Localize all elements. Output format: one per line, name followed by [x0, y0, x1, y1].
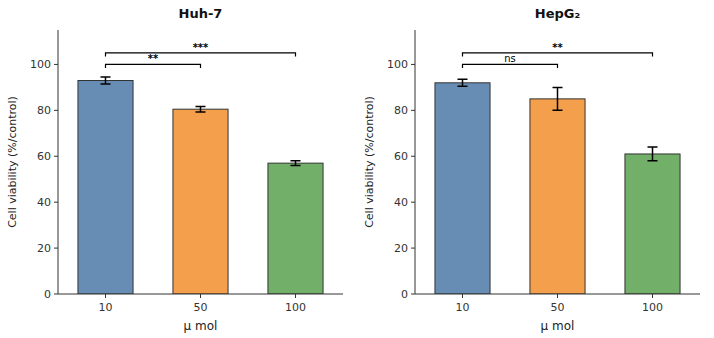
title: Huh-7: [179, 6, 223, 21]
bar: [530, 99, 585, 294]
error-bar: [291, 161, 301, 166]
significance-label: ***: [193, 42, 209, 53]
y-tick-label: 0: [44, 288, 51, 301]
error-bar: [458, 79, 468, 86]
y-tick-label: 20: [37, 242, 51, 255]
figure: 0204060801001050100Cell viability (%/con…: [0, 0, 714, 338]
x-tick-label: 100: [642, 301, 663, 314]
significance-bracket: [106, 53, 296, 56]
y-tick: [411, 156, 415, 157]
x-tick: [105, 294, 106, 298]
x-tick: [557, 294, 558, 298]
x-tick-label: 10: [456, 301, 470, 314]
y-tick-label: 0: [401, 288, 408, 301]
bar: [78, 81, 133, 294]
x-axis-label: μ mol: [541, 319, 575, 333]
x-tick: [200, 294, 201, 298]
page: {"chart_data": [ {"type": "bar", "title"…: [0, 0, 714, 338]
x-tick: [295, 294, 296, 298]
title: HepG₂: [535, 6, 580, 21]
bar: [625, 154, 680, 294]
y-tick-label: 60: [37, 150, 51, 163]
x-tick-label: 100: [285, 301, 306, 314]
y-axis-label: Cell viability (%/control): [6, 96, 19, 228]
bar: [435, 83, 490, 294]
y-tick: [54, 248, 58, 249]
x-tick: [652, 294, 653, 298]
y-tick: [411, 248, 415, 249]
y-tick-label: 80: [394, 104, 408, 117]
y-tick-label: 60: [394, 150, 408, 163]
bar: [173, 109, 228, 294]
error-bar: [648, 147, 658, 161]
x-tick: [462, 294, 463, 298]
y-tick: [54, 64, 58, 65]
y-tick-label: 40: [394, 196, 408, 209]
significance-label: ns: [504, 53, 516, 64]
bars: [435, 79, 680, 294]
panel: 0 20 40 60 80 100 10 50 100 Cell viability (%/con…: [363, 6, 700, 333]
y-tick: [54, 202, 58, 203]
y-tick-label: 100: [30, 58, 51, 71]
x-tick-label: 50: [551, 301, 565, 314]
y-axis-label: Cell viability (%/control): [363, 96, 376, 228]
significance-label: **: [148, 53, 159, 64]
y-tick-label: 20: [394, 242, 408, 255]
panel: 0 20 40 60 80 100 10 50 100 Cell viability (%/con…: [6, 6, 343, 333]
error-bar: [553, 87, 563, 110]
y-tick-label: 80: [37, 104, 51, 117]
bar: [268, 163, 323, 294]
y-tick: [411, 64, 415, 65]
significance-bracket: [106, 64, 201, 67]
y-axis: [58, 30, 59, 294]
significance-label: **: [552, 42, 563, 53]
y-tick: [411, 110, 415, 111]
error-bar: [101, 77, 111, 84]
y-axis: [415, 30, 416, 294]
y-tick-label: 100: [387, 58, 408, 71]
y-tick: [54, 294, 58, 295]
y-tick-label: 40: [37, 196, 51, 209]
significance-bracket: [463, 53, 653, 56]
x-tick-label: 50: [194, 301, 208, 314]
x-tick-label: 10: [99, 301, 113, 314]
y-tick: [54, 110, 58, 111]
bars: [78, 77, 323, 294]
significance-bracket: [463, 64, 558, 67]
error-bar: [196, 106, 206, 112]
x-axis-label: μ mol: [184, 319, 218, 333]
y-tick: [411, 294, 415, 295]
y-tick: [411, 202, 415, 203]
y-tick: [54, 156, 58, 157]
